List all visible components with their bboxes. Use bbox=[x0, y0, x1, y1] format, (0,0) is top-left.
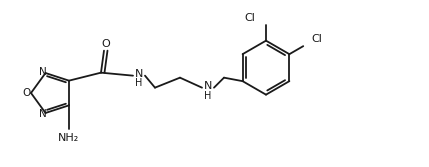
Text: H: H bbox=[204, 91, 211, 101]
Text: NH₂: NH₂ bbox=[58, 133, 80, 143]
Text: Cl: Cl bbox=[245, 13, 255, 23]
Text: N: N bbox=[39, 109, 46, 119]
Text: N: N bbox=[39, 67, 46, 77]
Text: O: O bbox=[22, 88, 30, 98]
Text: H: H bbox=[135, 78, 143, 88]
Text: N: N bbox=[204, 81, 212, 91]
Text: O: O bbox=[101, 39, 110, 49]
Text: Cl: Cl bbox=[312, 34, 323, 44]
Text: N: N bbox=[135, 69, 143, 79]
